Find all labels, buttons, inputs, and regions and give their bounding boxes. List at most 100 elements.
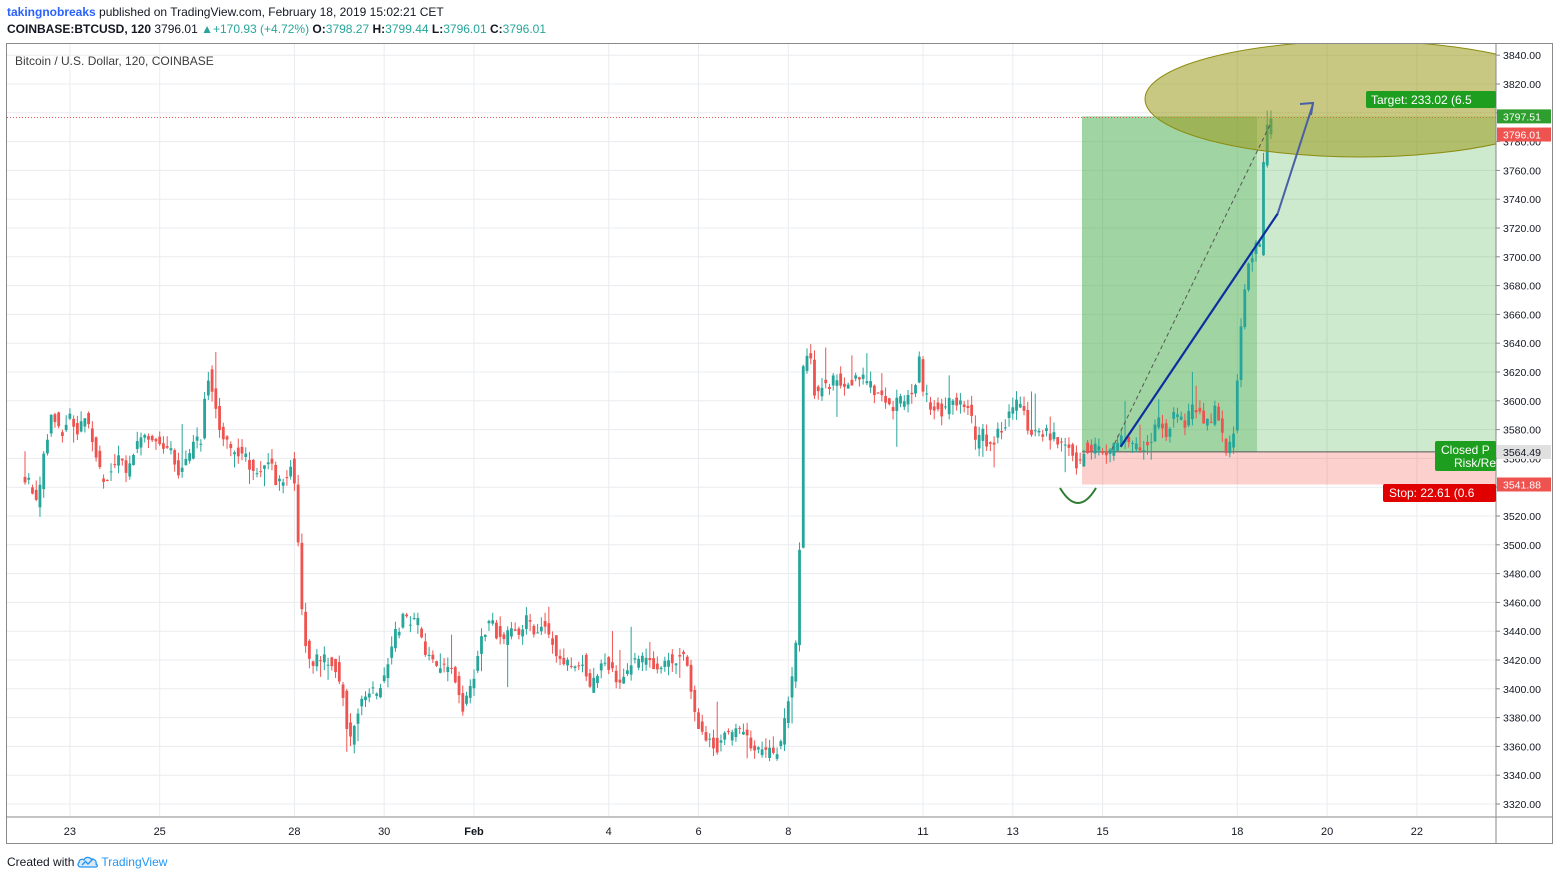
candle-body bbox=[390, 646, 394, 658]
candle-body bbox=[307, 640, 311, 659]
candle-body bbox=[1205, 418, 1209, 426]
candle-body bbox=[1202, 410, 1206, 424]
candle-body bbox=[352, 725, 356, 745]
candle-body bbox=[771, 747, 775, 753]
candle-body bbox=[120, 458, 124, 461]
candle-body bbox=[1119, 435, 1123, 447]
up-arrow-icon: ▲ bbox=[201, 22, 213, 36]
closed-label-line1: Closed P bbox=[1441, 443, 1490, 457]
candle-body bbox=[1176, 414, 1179, 417]
candle-body bbox=[872, 385, 876, 396]
author-link[interactable]: takingnobreaks bbox=[7, 5, 96, 19]
candle-body bbox=[1239, 326, 1243, 381]
candle-body bbox=[685, 656, 689, 666]
price-tick-label: 3640.00 bbox=[1503, 338, 1541, 350]
trend-arrow-line bbox=[1276, 103, 1314, 214]
candle-body bbox=[925, 393, 929, 395]
candle-body bbox=[1179, 416, 1183, 420]
candle-body bbox=[1191, 404, 1194, 420]
stop-price-tag: 3541.88 bbox=[1503, 479, 1541, 491]
candle-body bbox=[1254, 242, 1258, 254]
stop-label-bg bbox=[1383, 484, 1496, 502]
candle-body bbox=[278, 478, 281, 482]
candle-body bbox=[83, 418, 87, 427]
candle-body bbox=[289, 466, 293, 477]
candle-body bbox=[652, 658, 655, 670]
candle-body bbox=[648, 657, 652, 661]
candle-body bbox=[281, 482, 285, 486]
candle-body bbox=[117, 455, 120, 466]
candle-body bbox=[962, 404, 966, 408]
candle-body bbox=[876, 392, 880, 394]
time-tick-label: 15 bbox=[1096, 826, 1108, 838]
tradingview-brand[interactable]: TradingView bbox=[77, 855, 167, 869]
open-label: O: bbox=[312, 22, 326, 36]
candle-body bbox=[491, 620, 495, 624]
candle-body bbox=[191, 441, 195, 459]
candle-body bbox=[1194, 409, 1198, 413]
low-value: 3796.01 bbox=[443, 22, 487, 36]
candle-body bbox=[753, 745, 757, 751]
candle-body bbox=[1052, 432, 1056, 440]
trend-line bbox=[1119, 212, 1279, 448]
candle-body bbox=[1086, 442, 1090, 454]
candle-body bbox=[1041, 434, 1045, 437]
candle-body bbox=[626, 670, 629, 674]
target-price-tag-bg bbox=[1497, 109, 1551, 124]
candle-body bbox=[828, 386, 831, 390]
candle-body bbox=[573, 666, 577, 668]
stop-price-tag-bg bbox=[1497, 477, 1551, 492]
candle-body bbox=[543, 620, 547, 627]
candle-body bbox=[266, 462, 270, 465]
candle-body bbox=[221, 426, 225, 440]
candle-body bbox=[607, 657, 611, 670]
candle-body bbox=[450, 667, 453, 669]
candle-body bbox=[263, 465, 266, 469]
candle-body bbox=[367, 693, 371, 698]
candle-body bbox=[532, 625, 536, 635]
candle-body bbox=[1071, 444, 1075, 456]
candle-body bbox=[959, 400, 962, 405]
candle-body bbox=[655, 663, 659, 670]
candle-body bbox=[236, 447, 240, 457]
candle-body bbox=[577, 665, 581, 667]
candle-body bbox=[1243, 289, 1247, 328]
candle-body bbox=[734, 728, 738, 738]
candle-body bbox=[966, 406, 970, 408]
close-label: C: bbox=[489, 22, 503, 36]
candle-body bbox=[87, 413, 91, 425]
candle-body bbox=[379, 687, 382, 698]
candle-body bbox=[794, 642, 798, 682]
candle-body bbox=[206, 380, 210, 396]
candle-body bbox=[973, 426, 977, 440]
candle-body bbox=[128, 463, 132, 477]
candle-body bbox=[727, 730, 730, 732]
price-tick-label: 3600.00 bbox=[1503, 396, 1541, 408]
candle-body bbox=[947, 397, 951, 415]
candle-body bbox=[446, 666, 450, 673]
candle-body bbox=[251, 459, 255, 471]
chart-frame[interactable] bbox=[6, 43, 1553, 844]
candle-body bbox=[135, 441, 139, 449]
high-value: 3799.44 bbox=[385, 22, 429, 36]
candle-body bbox=[1011, 407, 1015, 414]
candle-body bbox=[917, 356, 921, 383]
candle-body bbox=[480, 636, 483, 654]
candle-body bbox=[1232, 433, 1235, 448]
candle-body bbox=[1015, 399, 1018, 411]
candle-body bbox=[1247, 263, 1250, 290]
candle-body bbox=[285, 477, 289, 479]
candle-body bbox=[1112, 443, 1116, 456]
candle-body bbox=[1228, 441, 1232, 454]
candle-body bbox=[38, 484, 42, 508]
candle-body bbox=[985, 434, 989, 447]
time-tick-label: 6 bbox=[695, 826, 701, 838]
candle-body bbox=[143, 435, 147, 438]
candle-body bbox=[102, 478, 105, 482]
price-chart[interactable]: Bitcoin / U.S. Dollar, 120, COINBASE 3320… bbox=[0, 0, 1560, 850]
candle-body bbox=[483, 634, 487, 637]
price-tick-label: 3720.00 bbox=[1503, 223, 1541, 235]
candle-body bbox=[345, 690, 349, 729]
candle-body bbox=[637, 658, 641, 668]
candle-body bbox=[861, 374, 865, 379]
